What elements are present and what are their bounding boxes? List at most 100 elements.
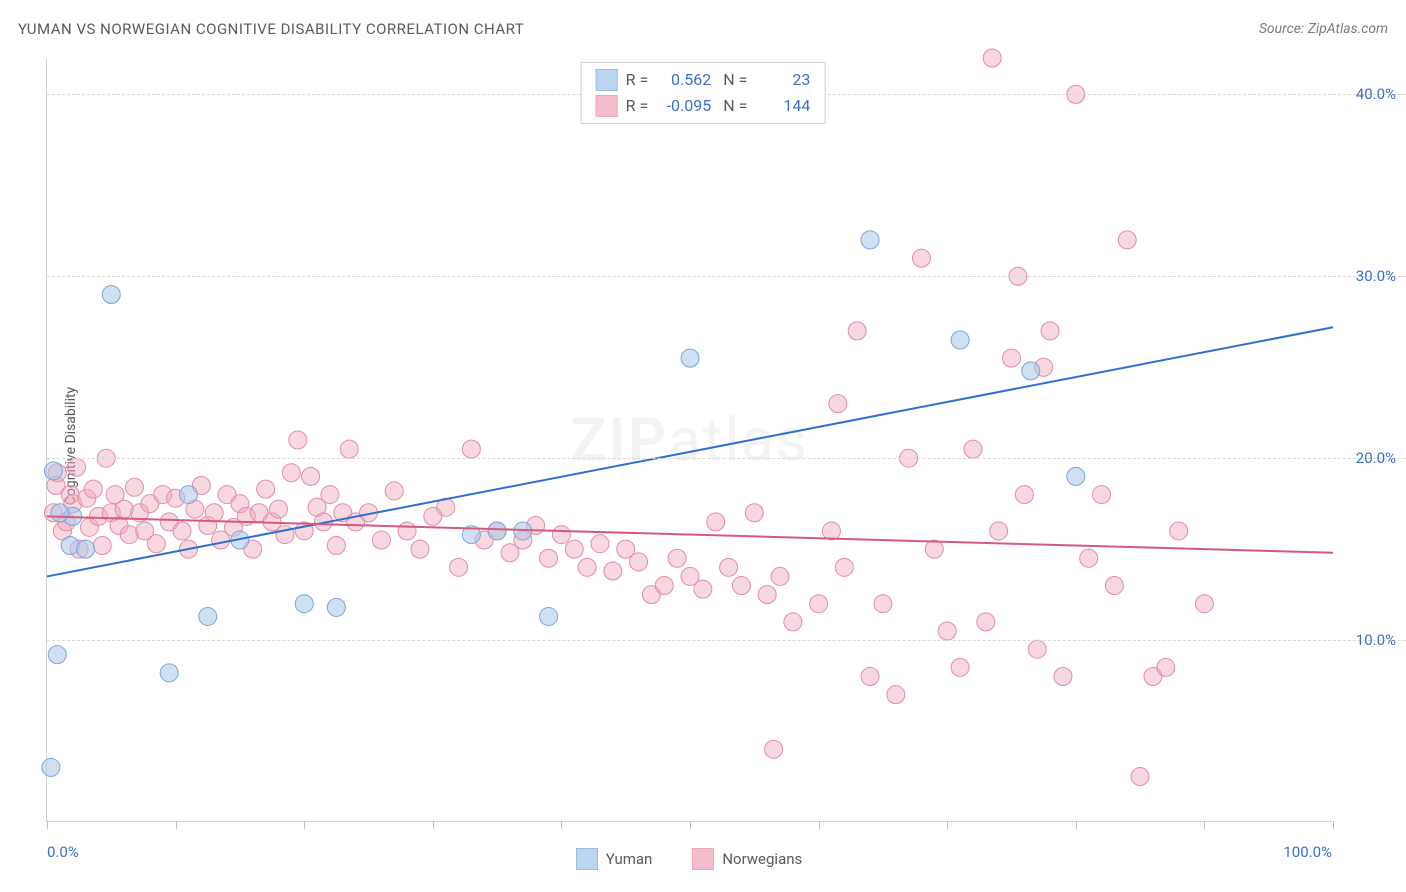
data-point — [1157, 658, 1175, 676]
data-point — [269, 500, 287, 518]
swatch-yuman — [576, 848, 598, 870]
data-point — [257, 480, 275, 498]
data-point — [61, 537, 79, 555]
data-point — [990, 522, 1008, 540]
data-point — [745, 504, 763, 522]
data-point — [1003, 349, 1021, 367]
data-point — [115, 500, 133, 518]
x-tick — [819, 821, 820, 829]
y-tick-label: 40.0% — [1356, 85, 1396, 103]
data-point — [321, 486, 339, 504]
data-point — [810, 595, 828, 613]
data-point — [694, 580, 712, 598]
legend-bottom: Yuman Norwegians — [46, 848, 1332, 870]
legend-stats-row: R = 0.562 N = 23 — [596, 67, 811, 93]
x-tick — [1333, 821, 1334, 829]
y-tick-label: 30.0% — [1356, 267, 1396, 285]
chart-title: YUMAN VS NORWEGIAN COGNITIVE DISABILITY … — [18, 20, 524, 38]
gridline — [47, 276, 1406, 277]
data-point — [938, 622, 956, 640]
stat-label: R = — [626, 93, 649, 119]
data-point — [848, 322, 866, 340]
data-point — [591, 535, 609, 553]
data-point — [861, 231, 879, 249]
data-point — [42, 758, 60, 776]
stat-label: N = — [719, 67, 747, 93]
data-point — [604, 562, 622, 580]
data-point — [199, 607, 217, 625]
legend-item-norwegians: Norwegians — [692, 848, 802, 870]
data-point — [951, 658, 969, 676]
legend-label: Norwegians — [722, 850, 802, 868]
data-point — [655, 577, 673, 595]
data-point — [835, 558, 853, 576]
data-point — [1022, 362, 1040, 380]
data-point — [125, 478, 143, 496]
data-point — [758, 586, 776, 604]
data-point — [372, 531, 390, 549]
x-tick — [47, 821, 48, 829]
data-point — [1041, 322, 1059, 340]
data-point — [398, 522, 416, 540]
data-point — [540, 607, 558, 625]
data-point — [1195, 595, 1213, 613]
data-point — [887, 686, 905, 704]
data-point — [205, 504, 223, 522]
data-point — [68, 458, 86, 476]
legend-label: Yuman — [606, 850, 653, 868]
data-point — [1054, 667, 1072, 685]
data-point — [552, 526, 570, 544]
data-point — [488, 522, 506, 540]
data-point — [829, 395, 847, 413]
legend-item-yuman: Yuman — [576, 848, 653, 870]
x-tick — [1204, 821, 1205, 829]
data-point — [44, 462, 62, 480]
data-point — [977, 613, 995, 631]
data-point — [565, 540, 583, 558]
data-point — [1080, 549, 1098, 567]
data-point — [282, 464, 300, 482]
data-point — [912, 249, 930, 267]
chart-area: ZIPatlas 0.0%100.0% — [46, 58, 1332, 822]
x-tick — [433, 821, 434, 829]
data-point — [822, 522, 840, 540]
x-tick — [947, 821, 948, 829]
data-point — [1067, 467, 1085, 485]
scatter-plot — [47, 58, 1332, 821]
data-point — [1118, 231, 1136, 249]
data-point — [120, 526, 138, 544]
x-tick — [561, 821, 562, 829]
data-point — [302, 467, 320, 485]
data-point — [765, 740, 783, 758]
data-point — [48, 646, 66, 664]
stat-label: N = — [719, 93, 747, 119]
data-point — [540, 549, 558, 567]
data-point — [327, 598, 345, 616]
stat-value: -0.095 — [656, 93, 711, 119]
data-point — [179, 486, 197, 504]
data-point — [450, 558, 468, 576]
data-point — [983, 49, 1001, 67]
stat-value: 0.562 — [656, 67, 711, 93]
data-point — [385, 482, 403, 500]
y-tick-label: 20.0% — [1356, 449, 1396, 467]
swatch-yuman-icon — [596, 69, 618, 91]
data-point — [964, 440, 982, 458]
data-point — [160, 664, 178, 682]
data-point — [289, 431, 307, 449]
data-point — [784, 613, 802, 631]
legend-stats: R = 0.562 N = 23 R = -0.095 N = 144 — [581, 62, 826, 124]
data-point — [1170, 522, 1188, 540]
data-point — [578, 558, 596, 576]
x-tick — [1076, 821, 1077, 829]
data-point — [77, 540, 95, 558]
data-point — [1093, 486, 1111, 504]
y-tick-label: 10.0% — [1356, 631, 1396, 649]
data-point — [720, 558, 738, 576]
data-point — [925, 540, 943, 558]
x-tick — [690, 821, 691, 829]
data-point — [340, 440, 358, 458]
x-tick — [176, 821, 177, 829]
data-point — [861, 667, 879, 685]
data-point — [1015, 486, 1033, 504]
